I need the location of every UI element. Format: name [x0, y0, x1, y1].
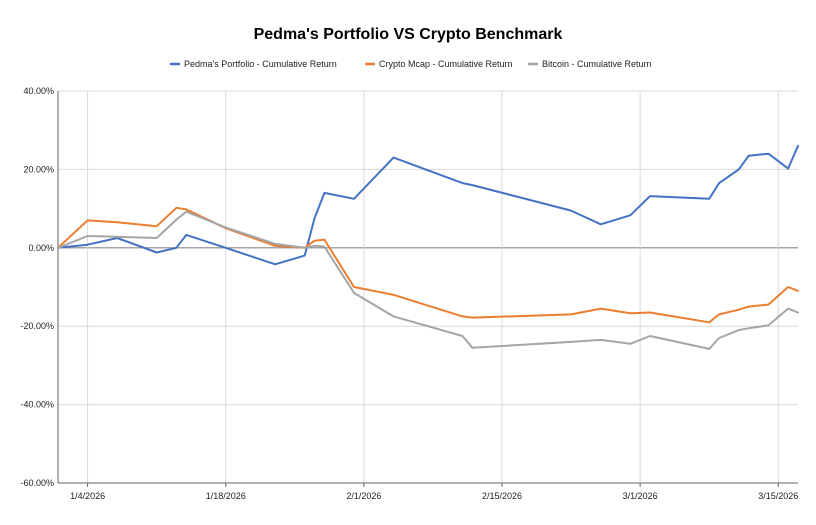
y-tick-label: -60.00%: [20, 478, 54, 488]
y-tick-label: -20.00%: [20, 321, 54, 331]
y-tick-label: 40.00%: [23, 86, 54, 96]
x-tick-label: 2/15/2026: [482, 491, 522, 501]
series-lines: [57, 144, 799, 350]
chart-title: Pedma's Portfolio VS Crypto Benchmark: [254, 26, 563, 43]
axes: [57, 91, 798, 487]
x-axis-ticks: 1/4/2026 1/18/2026 2/1/2026 2/15/2026 3/1/20…: [70, 491, 798, 501]
y-tick-label: -40.00%: [20, 400, 54, 410]
x-tick-label: 2/1/2026: [346, 491, 381, 501]
series-line-1: [57, 144, 799, 266]
series-line-3: [57, 210, 799, 350]
legend: Pedma's Portfolio - Cumulative Return Cry…: [170, 59, 652, 69]
series-line-2: [57, 206, 799, 324]
y-axis-ticks: 40.00% 20.00% 0.00% -20.00% -40.00% -60.00%: [20, 86, 54, 488]
legend-label: Bitcoin - Cumulative Return: [542, 59, 652, 69]
y-tick-label: 0.00%: [28, 243, 54, 253]
x-tick-label: 3/15/2026: [758, 491, 798, 501]
legend-label: Pedma's Portfolio - Cumulative Return: [184, 59, 337, 69]
legend-label: Crypto Mcap - Cumulative Return: [379, 59, 513, 69]
y-tick-label: 20.00%: [23, 164, 54, 174]
x-tick-label: 1/18/2026: [206, 491, 246, 501]
x-tick-label: 3/1/2026: [623, 491, 658, 501]
x-tick-label: 1/4/2026: [70, 491, 105, 501]
